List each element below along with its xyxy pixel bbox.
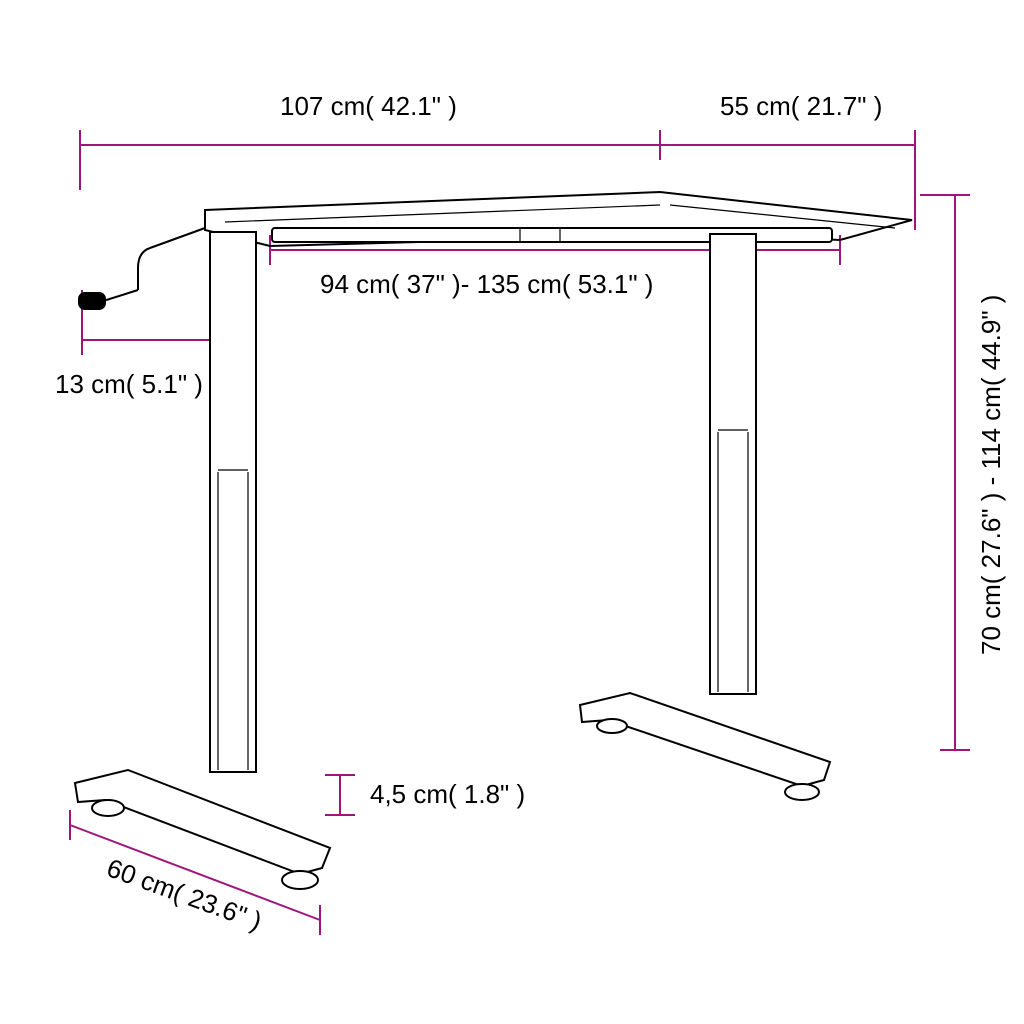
dim-top-width: 107 cm( 42.1" ) [80,91,660,190]
dim-crank-offset: 13 cm( 5.1" ) [55,290,210,399]
dim-top-depth: 55 cm( 21.7" ) [660,91,915,230]
label-height: 70 cm( 27.6" ) - 114 cm( 44.9" ) [976,295,1006,655]
label-foot-depth: 60 cm( 23.6" ) [103,852,266,936]
dim-height: 70 cm( 27.6" ) - 114 cm( 44.9" ) [920,195,1006,750]
diagram-canvas: 107 cm( 42.1" ) 55 cm( 21.7" ) 94 cm( 37… [0,0,1024,1024]
label-foot-height: 4,5 cm( 1.8" ) [370,779,525,809]
left-leg [210,232,256,772]
label-crossbeam: 94 cm( 37" )- 135 cm( 53.1" ) [320,269,653,299]
right-leg [710,234,756,694]
right-foot [580,693,830,800]
hand-crank [78,228,205,310]
label-top-width: 107 cm( 42.1" ) [280,91,457,121]
label-top-depth: 55 cm( 21.7" ) [720,91,882,121]
label-crank-offset: 13 cm( 5.1" ) [55,369,203,399]
dim-foot-height: 4,5 cm( 1.8" ) [325,775,525,815]
